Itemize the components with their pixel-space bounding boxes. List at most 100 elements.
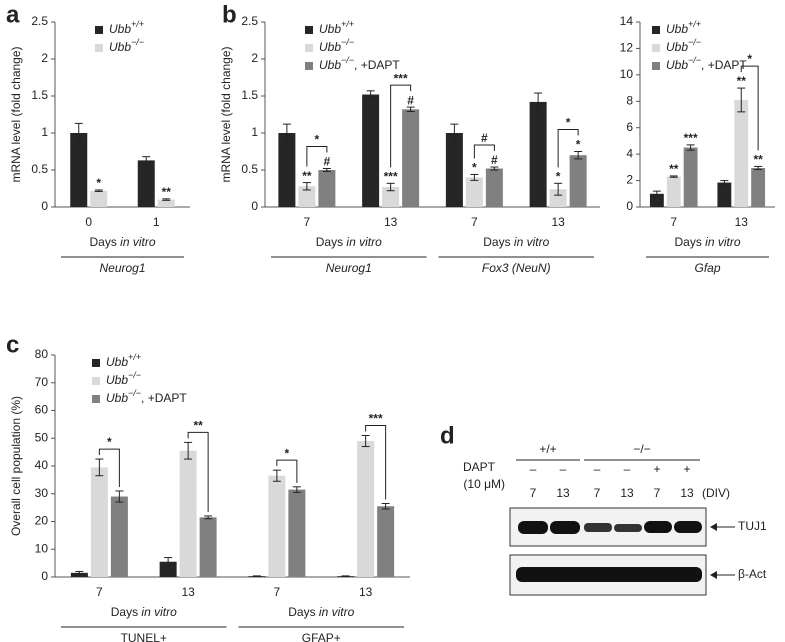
significance-bracket	[557, 129, 579, 168]
text-part: Ubb	[666, 22, 688, 36]
bar	[137, 160, 155, 207]
text-part: Days	[89, 235, 120, 249]
bar	[734, 99, 749, 207]
genotype-label: −/−	[633, 442, 650, 456]
bar	[70, 133, 88, 207]
legend-swatch	[305, 26, 313, 34]
legend-label: Ubb−/−	[106, 370, 141, 387]
significance-mark: *	[576, 138, 581, 152]
bar	[362, 94, 380, 207]
text-part: −/−	[128, 388, 141, 398]
significance-bracket	[740, 65, 759, 151]
legend-label: Ubb−/−	[319, 37, 354, 54]
text-part: Ubb	[666, 58, 688, 72]
text-part: Ubb	[319, 58, 341, 72]
y-axis-label: mRNA level (fold change)	[219, 46, 233, 182]
text-part: Days	[316, 235, 347, 249]
legend-swatch	[305, 44, 313, 52]
text-part: −/−	[341, 37, 354, 47]
significance-mark: ***	[384, 169, 398, 183]
significance-mark: *	[96, 176, 101, 190]
text-part: Ubb	[106, 355, 128, 369]
text-part: −/−	[688, 37, 701, 47]
y-tick-label: 80	[35, 347, 49, 361]
y-tick-label: 2	[626, 173, 633, 187]
x-tick-label: 7	[670, 215, 677, 229]
text-part: in vitro	[514, 235, 550, 249]
significance-bracket	[187, 431, 209, 512]
legend-label: Ubb−/−	[666, 37, 701, 54]
treatment-sign: +	[653, 462, 660, 476]
legend-swatch	[652, 62, 660, 70]
x-axis-label: Days in vitro	[111, 605, 177, 619]
text-part: , +DAPT	[701, 58, 747, 72]
text-part: Ubb	[106, 391, 128, 405]
y-tick-label: 30	[35, 486, 49, 500]
x-axis-label: Days in vitro	[316, 235, 382, 249]
legend-label: Ubb−/−, +DAPT	[106, 388, 187, 405]
y-tick-label: 1	[41, 125, 48, 139]
bar	[159, 561, 177, 577]
panel-label: d	[440, 422, 455, 449]
significance-bracket	[473, 144, 495, 159]
band	[518, 521, 548, 534]
text-part: in vitro	[319, 605, 355, 619]
div-value: 7	[530, 486, 537, 500]
y-tick-label: 2.5	[241, 14, 258, 28]
band	[516, 567, 702, 582]
significance-mark: **	[302, 169, 312, 183]
group-label: GFAP+	[302, 631, 341, 642]
x-tick-label: 13	[551, 215, 565, 229]
bracket-label: *	[315, 133, 320, 147]
text-part: Ubb	[109, 22, 131, 36]
treatment-sign: –	[530, 462, 537, 476]
legend-swatch	[95, 44, 103, 52]
div-value: 13	[556, 486, 570, 500]
text-part: in vitro	[705, 235, 741, 249]
bracket-label: ***	[394, 71, 408, 85]
y-tick-label: 4	[626, 146, 633, 160]
bracket-label: #	[481, 131, 488, 145]
bar	[402, 109, 420, 207]
text-part: Days	[483, 235, 514, 249]
group-label: Fox3 (NeuN)	[482, 261, 551, 275]
bar	[357, 441, 375, 577]
div-label: (DIV)	[702, 486, 730, 500]
significance-mark: *	[556, 169, 561, 183]
bracket-label: *	[107, 435, 112, 449]
significance-mark: #	[407, 93, 414, 107]
bar	[569, 155, 587, 207]
bar	[278, 133, 296, 207]
x-axis-label: Days in vitro	[674, 235, 740, 249]
significance-bracket	[365, 424, 387, 500]
x-tick-label: 13	[359, 585, 373, 599]
x-tick-label: 0	[85, 215, 92, 229]
treatment-sign: +	[683, 462, 690, 476]
bar	[179, 450, 197, 577]
bar	[751, 168, 766, 207]
treatment-sign: –	[560, 462, 567, 476]
x-tick-label: 7	[471, 215, 478, 229]
band	[644, 521, 672, 533]
text-part: Ubb	[319, 22, 341, 36]
text-part: Ubb	[319, 40, 341, 54]
bar	[666, 176, 681, 207]
treatment-sign: –	[624, 462, 631, 476]
panel-label: a	[6, 1, 20, 28]
x-axis-label: Days in vitro	[288, 605, 354, 619]
legend-swatch	[305, 62, 313, 70]
significance-bracket	[306, 146, 328, 167]
bar	[382, 187, 400, 207]
legend-label: Ubb−/−	[109, 37, 144, 54]
legend-swatch	[95, 26, 103, 34]
significance-bracket	[98, 448, 120, 487]
significance-mark: **	[737, 74, 747, 88]
text-part: in vitro	[120, 235, 156, 249]
legend-swatch	[652, 44, 660, 52]
significance-mark: **	[753, 153, 763, 167]
text-part: Ubb	[106, 373, 128, 387]
significance-mark: *	[472, 161, 477, 175]
panel-label: b	[222, 1, 237, 28]
legend-label: Ubb−/−, +DAPT	[666, 55, 747, 72]
y-tick-label: 8	[626, 93, 633, 107]
